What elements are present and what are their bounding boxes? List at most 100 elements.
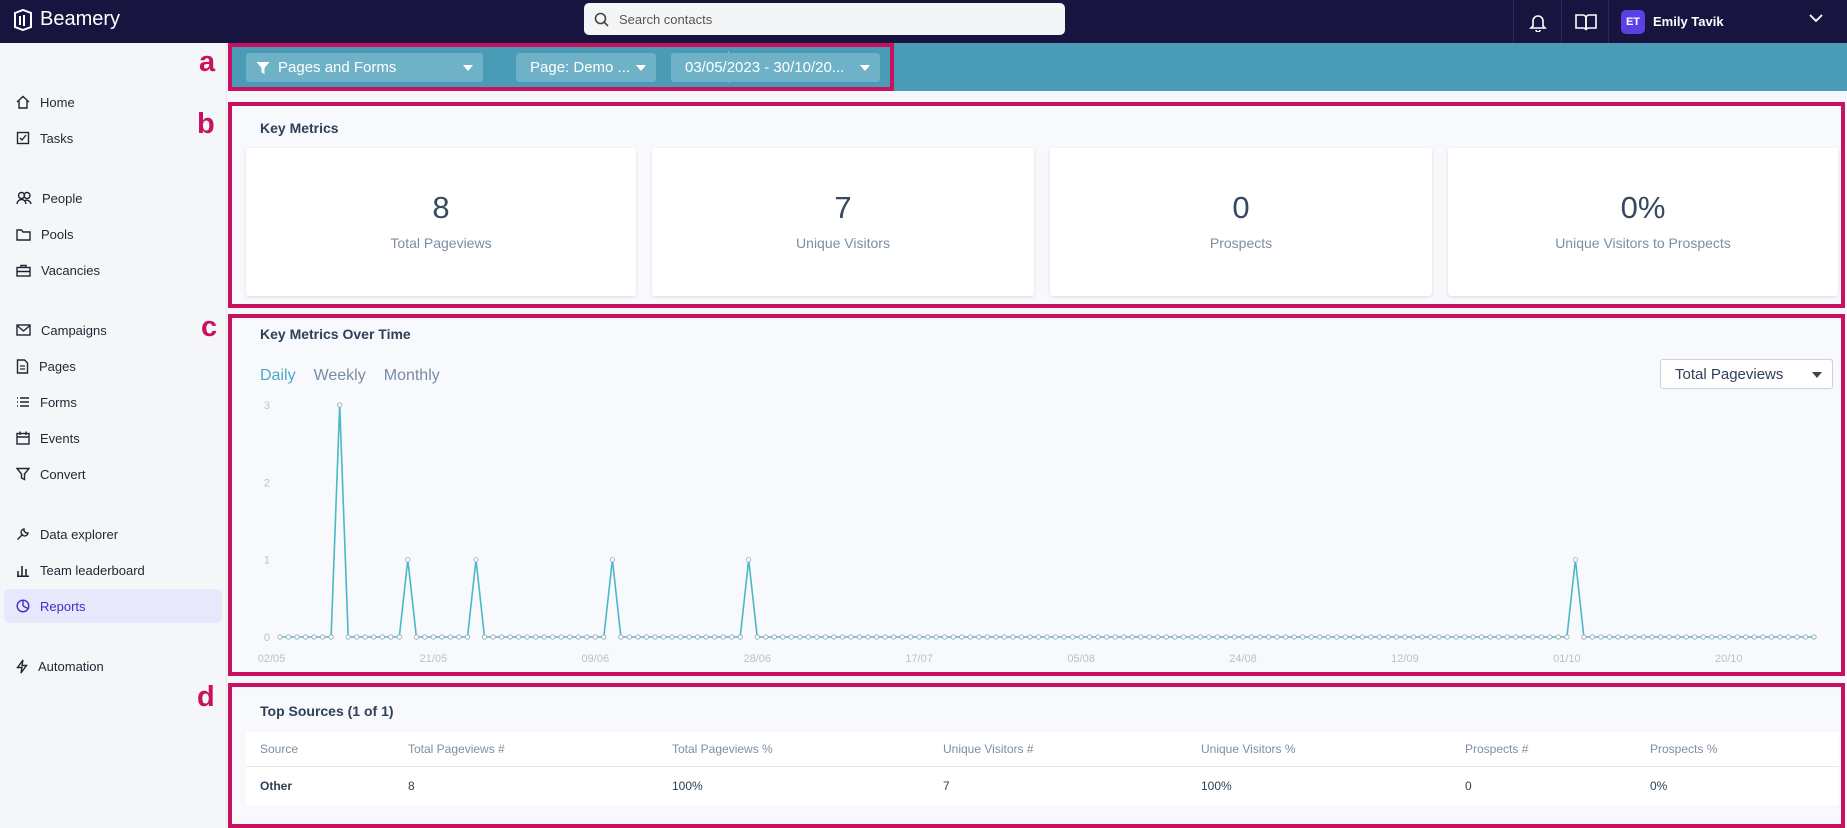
data-point[interactable]: [371, 634, 377, 640]
data-point[interactable]: [729, 634, 735, 640]
data-point[interactable]: [337, 402, 343, 408]
data-point[interactable]: [1410, 634, 1417, 640]
data-point[interactable]: [1010, 634, 1016, 640]
data-point[interactable]: [1334, 634, 1340, 640]
content-type-filter[interactable]: Pages and Forms: [246, 53, 483, 82]
data-point[interactable]: [1530, 634, 1536, 640]
data-point[interactable]: [1001, 634, 1008, 640]
tab-daily[interactable]: Daily: [260, 367, 296, 384]
data-point[interactable]: [865, 634, 871, 640]
data-point[interactable]: [788, 634, 794, 640]
sidebar-item-team-leaderboard[interactable]: Team leaderboard: [4, 553, 222, 587]
search-input[interactable]: [619, 11, 1039, 27]
data-point[interactable]: [1180, 634, 1187, 640]
data-point[interactable]: [882, 634, 888, 640]
data-point[interactable]: [362, 634, 368, 640]
data-point[interactable]: [1393, 634, 1400, 640]
data-point[interactable]: [1035, 634, 1042, 640]
sidebar-item-people[interactable]: People: [4, 181, 222, 215]
data-point[interactable]: [1709, 634, 1715, 640]
data-point[interactable]: [1112, 634, 1118, 640]
data-point[interactable]: [533, 634, 539, 640]
sidebar-item-pools[interactable]: Pools: [4, 217, 222, 251]
data-point[interactable]: [584, 634, 590, 640]
sidebar-item-automation[interactable]: Automation: [4, 649, 222, 683]
data-point[interactable]: [976, 634, 982, 640]
data-point[interactable]: [328, 634, 334, 640]
data-point[interactable]: [1427, 634, 1434, 640]
data-point[interactable]: [797, 634, 803, 640]
data-point[interactable]: [439, 634, 445, 640]
data-point[interactable]: [694, 634, 701, 640]
data-point[interactable]: [1172, 634, 1178, 640]
data-point[interactable]: [746, 557, 752, 563]
data-point[interactable]: [1444, 634, 1451, 640]
data-point[interactable]: [720, 634, 726, 640]
data-point[interactable]: [635, 634, 641, 640]
data-point[interactable]: [771, 634, 777, 640]
data-point[interactable]: [1598, 634, 1604, 640]
data-point[interactable]: [967, 634, 973, 640]
data-point[interactable]: [1623, 634, 1630, 640]
data-point[interactable]: [507, 634, 513, 640]
data-point[interactable]: [1385, 634, 1391, 640]
data-point[interactable]: [499, 634, 505, 640]
data-point[interactable]: [1794, 634, 1800, 640]
data-point[interactable]: [1052, 634, 1059, 640]
data-point[interactable]: [711, 634, 718, 640]
data-point[interactable]: [1751, 634, 1757, 640]
data-point[interactable]: [379, 634, 385, 640]
data-point[interactable]: [618, 634, 624, 640]
data-point[interactable]: [1283, 634, 1289, 640]
column-header[interactable]: Unique Visitors %: [1187, 732, 1451, 767]
data-point[interactable]: [1146, 634, 1152, 640]
data-point[interactable]: [1155, 634, 1161, 640]
data-point[interactable]: [567, 634, 573, 640]
data-point[interactable]: [1632, 634, 1638, 640]
data-point[interactable]: [703, 634, 709, 640]
data-point[interactable]: [354, 634, 360, 640]
data-point[interactable]: [1555, 634, 1561, 640]
data-point[interactable]: [950, 634, 956, 640]
data-point[interactable]: [1462, 634, 1468, 640]
column-header[interactable]: Total Pageviews #: [394, 732, 658, 767]
data-point[interactable]: [1317, 634, 1323, 640]
search-box[interactable]: [584, 3, 1065, 35]
data-point[interactable]: [464, 634, 471, 640]
sidebar-item-forms[interactable]: Forms: [4, 385, 222, 419]
data-point[interactable]: [1615, 634, 1621, 640]
data-point[interactable]: [1802, 634, 1809, 640]
data-point[interactable]: [1496, 634, 1502, 640]
data-point[interactable]: [1291, 634, 1297, 640]
data-point[interactable]: [1027, 634, 1033, 640]
data-point[interactable]: [609, 557, 615, 563]
data-point[interactable]: [1683, 634, 1689, 640]
data-point[interactable]: [626, 634, 632, 640]
date-range-filter[interactable]: 03/05/2023 - 30/10/20...: [671, 53, 880, 82]
user-menu[interactable]: ET Emily Tavik: [1608, 0, 1847, 43]
data-point[interactable]: [669, 634, 675, 640]
data-point[interactable]: [1717, 634, 1723, 640]
data-point[interactable]: [1129, 634, 1135, 640]
data-point[interactable]: [1760, 634, 1766, 640]
data-point[interactable]: [1572, 557, 1579, 563]
data-point[interactable]: [1811, 634, 1817, 640]
data-point[interactable]: [430, 634, 436, 640]
data-point[interactable]: [942, 634, 948, 640]
data-point[interactable]: [1248, 634, 1255, 640]
sidebar-item-tasks[interactable]: Tasks: [4, 121, 222, 155]
data-point[interactable]: [285, 634, 292, 640]
data-point[interactable]: [848, 634, 854, 640]
data-point[interactable]: [907, 634, 914, 640]
data-point[interactable]: [677, 634, 684, 640]
data-point[interactable]: [1726, 634, 1732, 640]
data-point[interactable]: [1521, 634, 1527, 640]
data-point[interactable]: [541, 634, 547, 640]
metric-select[interactable]: Total Pageviews: [1660, 359, 1833, 389]
data-point[interactable]: [1189, 634, 1195, 640]
data-point[interactable]: [413, 634, 419, 640]
data-point[interactable]: [805, 634, 812, 640]
column-header[interactable]: Prospects #: [1451, 732, 1636, 767]
data-point[interactable]: [515, 634, 522, 640]
data-point[interactable]: [993, 634, 999, 640]
